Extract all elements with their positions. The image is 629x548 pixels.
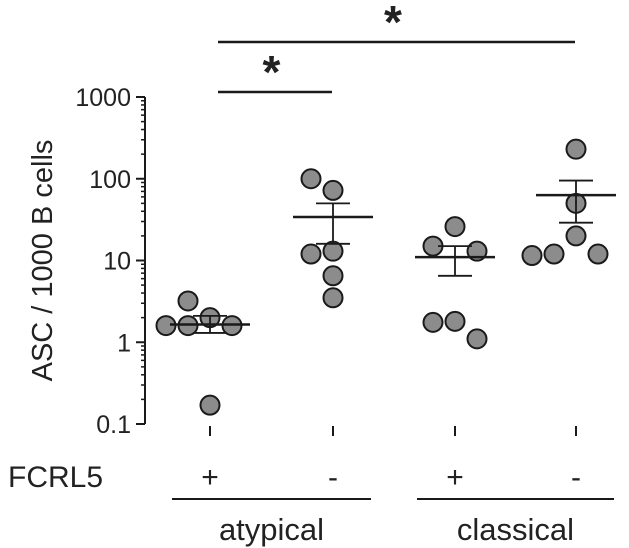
x-category-label: - bbox=[328, 461, 338, 494]
data-point bbox=[565, 225, 587, 247]
data-point bbox=[521, 245, 543, 267]
significance-star: * bbox=[384, 0, 402, 48]
group-label: atypical bbox=[219, 512, 324, 547]
data-point bbox=[444, 310, 466, 332]
data-point bbox=[322, 179, 344, 201]
data-point bbox=[543, 243, 565, 265]
group-label: classical bbox=[457, 512, 574, 547]
y-tick-label: 1 bbox=[117, 329, 131, 357]
data-point bbox=[177, 290, 199, 312]
data-point bbox=[322, 287, 344, 309]
y-tick-label: 100 bbox=[89, 166, 131, 194]
x-category-label: + bbox=[201, 461, 219, 494]
data-point bbox=[466, 328, 488, 350]
data-point bbox=[587, 243, 609, 265]
data-point bbox=[300, 243, 322, 265]
x-category-label: - bbox=[571, 461, 581, 494]
data-point bbox=[444, 216, 466, 238]
y-tick-label: 10 bbox=[103, 248, 131, 276]
data-point bbox=[422, 311, 444, 333]
factor-label: FCRL5 bbox=[8, 461, 103, 494]
data-point bbox=[322, 265, 344, 287]
data-point bbox=[199, 394, 221, 416]
y-tick-label: 0.1 bbox=[96, 411, 131, 439]
y-axis-title: ASC / 1000 B cells bbox=[27, 140, 59, 382]
significance-star: * bbox=[263, 46, 281, 98]
data-point bbox=[300, 168, 322, 190]
x-category-label: + bbox=[446, 461, 464, 494]
y-tick-label: 1000 bbox=[75, 84, 131, 112]
data-point bbox=[565, 138, 587, 160]
